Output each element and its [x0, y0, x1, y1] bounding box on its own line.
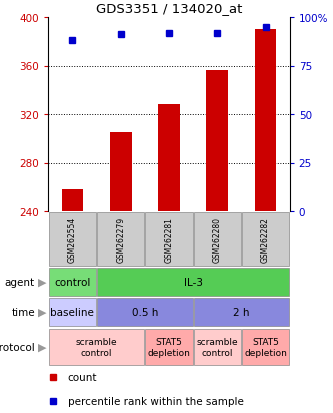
Text: GSM262279: GSM262279 [116, 216, 125, 262]
Text: agent: agent [5, 277, 35, 287]
Bar [97, 268, 289, 296]
Bar [158, 105, 180, 211]
Text: percentile rank within the sample: percentile rank within the sample [68, 396, 243, 406]
Bar [145, 329, 193, 366]
Bar [62, 190, 83, 211]
Bar [110, 133, 132, 211]
Text: STAT5
depletion: STAT5 depletion [148, 337, 190, 357]
Bar [49, 299, 96, 326]
Text: count: count [68, 372, 97, 382]
Bar [193, 213, 241, 266]
Bar [242, 213, 289, 266]
Text: GSM262554: GSM262554 [68, 216, 77, 263]
Text: GSM262280: GSM262280 [213, 216, 222, 262]
Text: scramble
control: scramble control [196, 337, 238, 357]
Text: ▶: ▶ [38, 342, 47, 352]
Text: 2 h: 2 h [233, 307, 250, 317]
Bar [242, 329, 289, 366]
Text: GSM262281: GSM262281 [165, 216, 173, 262]
Bar [193, 329, 241, 366]
Bar [49, 268, 96, 296]
Text: ▶: ▶ [38, 277, 47, 287]
Text: time: time [11, 307, 35, 317]
Bar [145, 213, 193, 266]
Text: GSM262282: GSM262282 [261, 216, 270, 262]
Bar [97, 299, 193, 326]
Text: protocol: protocol [0, 342, 35, 352]
Bar [49, 213, 96, 266]
Text: scramble
control: scramble control [76, 337, 117, 357]
Text: 0.5 h: 0.5 h [132, 307, 158, 317]
Text: baseline: baseline [51, 307, 94, 317]
Bar [255, 30, 276, 211]
Text: control: control [54, 277, 91, 287]
Bar [97, 213, 145, 266]
Bar [206, 71, 228, 211]
Text: ▶: ▶ [38, 307, 47, 317]
Text: IL-3: IL-3 [183, 277, 203, 287]
Bar [193, 299, 289, 326]
Title: GDS3351 / 134020_at: GDS3351 / 134020_at [96, 2, 242, 15]
Bar [49, 329, 145, 366]
Text: STAT5
depletion: STAT5 depletion [244, 337, 287, 357]
